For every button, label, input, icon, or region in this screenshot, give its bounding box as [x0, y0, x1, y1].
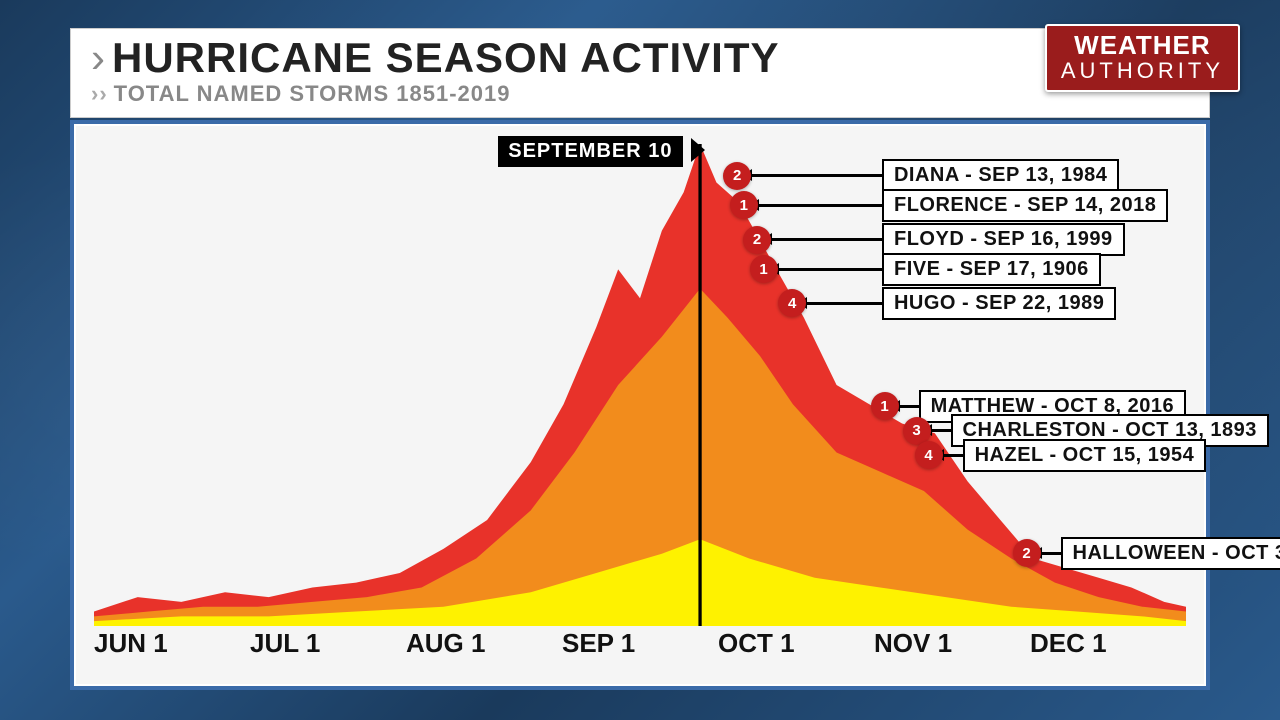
annotation-label: FIVE - SEP 17, 1906 — [882, 253, 1101, 286]
hurricane-category-icon: 4 — [915, 441, 943, 469]
annotation: 2 DIANA - SEP 13, 1984 — [723, 159, 1119, 192]
x-tick: AUG 1 — [406, 628, 562, 668]
title-main: ›HURRICANE SEASON ACTIVITY — [91, 37, 1189, 79]
annotation: 2 HALLOWEEN - OCT 31, 1899 — [1013, 537, 1280, 570]
x-tick: SEP 1 — [562, 628, 718, 668]
peak-label-arrow — [691, 138, 705, 162]
annotation: 2 FLOYD - SEP 16, 1999 — [743, 223, 1125, 256]
annotation-connector — [1041, 552, 1061, 555]
hurricane-category-icon: 4 — [778, 289, 806, 317]
title-bar: ›HURRICANE SEASON ACTIVITY ››TOTAL NAMED… — [70, 28, 1210, 118]
hurricane-category-icon: 1 — [871, 392, 899, 420]
hurricane-category-icon: 2 — [1013, 539, 1041, 567]
subtitle-chevron: ›› — [91, 81, 108, 106]
annotation: 1 FIVE - SEP 17, 1906 — [750, 253, 1101, 286]
badge-line1: WEATHER — [1061, 32, 1224, 58]
hurricane-category-icon: 2 — [723, 162, 751, 190]
annotation-connector — [806, 302, 882, 305]
annotation-label: DIANA - SEP 13, 1984 — [882, 159, 1119, 192]
x-tick: DEC 1 — [1030, 628, 1186, 668]
annotation: 4 HUGO - SEP 22, 1989 — [778, 287, 1116, 320]
annotation: 1 FLORENCE - SEP 14, 2018 — [730, 189, 1169, 222]
x-tick: NOV 1 — [874, 628, 1030, 668]
x-axis: JUN 1JUL 1AUG 1SEP 1OCT 1NOV 1DEC 1 — [94, 628, 1186, 668]
badge-line2: AUTHORITY — [1061, 60, 1224, 82]
x-tick: JUL 1 — [250, 628, 406, 668]
annotation-connector — [943, 454, 963, 457]
x-tick: OCT 1 — [718, 628, 874, 668]
annotation-connector — [931, 429, 951, 432]
annotation-connector — [899, 405, 919, 408]
annotation-connector — [771, 238, 882, 241]
chart-panel: JUN 1JUL 1AUG 1SEP 1OCT 1NOV 1DEC 1 SEPT… — [70, 120, 1210, 690]
annotation-connector — [778, 268, 882, 271]
weather-authority-badge: WEATHER AUTHORITY — [1045, 24, 1240, 92]
x-tick: JUN 1 — [94, 628, 250, 668]
title-sub: ››TOTAL NAMED STORMS 1851-2019 — [91, 81, 1189, 107]
annotation-connector — [751, 174, 882, 177]
title-text: HURRICANE SEASON ACTIVITY — [112, 34, 780, 81]
annotation-connector — [758, 204, 882, 207]
annotation-label: HUGO - SEP 22, 1989 — [882, 287, 1116, 320]
annotation-label: HALLOWEEN - OCT 31, 1899 — [1061, 537, 1280, 570]
hurricane-category-icon: 1 — [750, 255, 778, 283]
annotation-label: FLORENCE - SEP 14, 2018 — [882, 189, 1168, 222]
hurricane-category-icon: 1 — [730, 191, 758, 219]
peak-label: SEPTEMBER 10 — [498, 136, 682, 167]
subtitle-text: TOTAL NAMED STORMS 1851-2019 — [114, 81, 511, 106]
title-chevron: › — [91, 34, 106, 81]
annotation: 4 HAZEL - OCT 15, 1954 — [915, 439, 1207, 472]
hurricane-category-icon: 2 — [743, 226, 771, 254]
annotation-label: FLOYD - SEP 16, 1999 — [882, 223, 1125, 256]
annotation-label: HAZEL - OCT 15, 1954 — [963, 439, 1207, 472]
